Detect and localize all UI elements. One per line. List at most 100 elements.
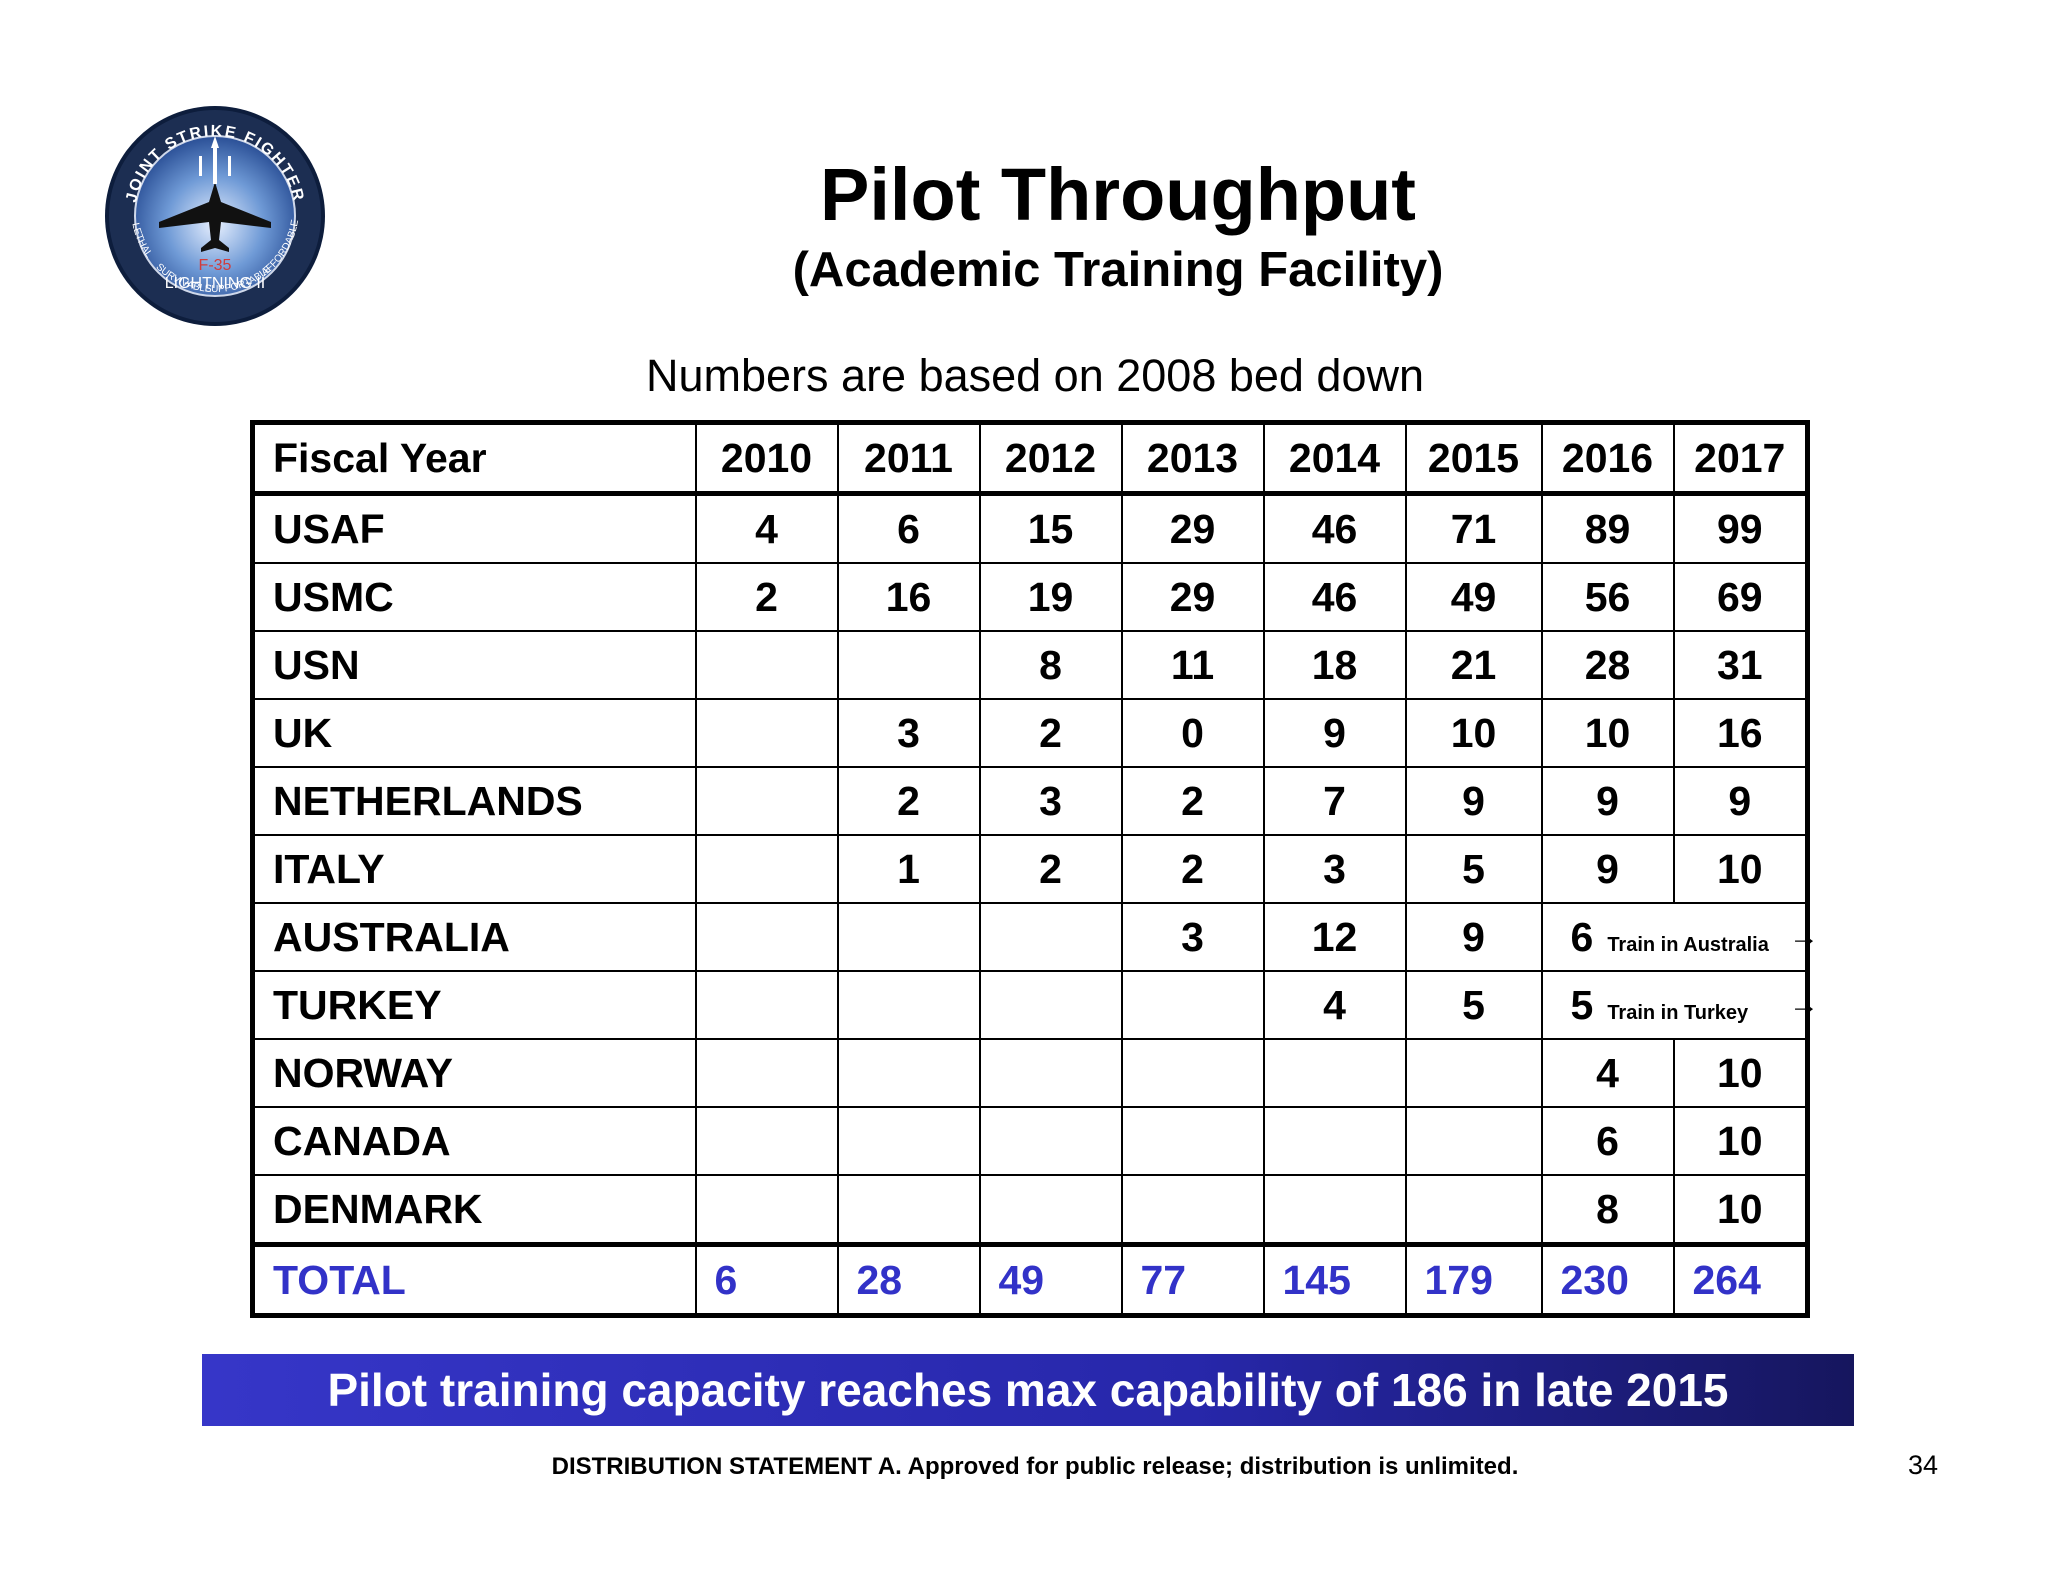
- table-cell: 15: [978, 492, 1123, 564]
- table-cell: 9: [1262, 698, 1407, 768]
- table-cell: 10: [1672, 1174, 1809, 1246]
- table-row: AUSTRALIA 3 12 9 6 Train in Australia →: [251, 902, 1819, 972]
- trident-icon: [199, 136, 231, 184]
- table-cell: 56: [1540, 562, 1675, 632]
- table-cell: 46: [1262, 492, 1407, 564]
- row-label: AUSTRALIA: [251, 902, 697, 972]
- total-cell: 49: [978, 1242, 1123, 1317]
- table-row: USN 8 11 18 21 28 31: [251, 630, 1809, 700]
- table-cell: [978, 1106, 1123, 1176]
- row-label: USAF: [251, 492, 697, 564]
- table-cell: 9: [1404, 766, 1543, 836]
- total-cell: 6: [694, 1242, 839, 1317]
- span-note: Train in Australia: [1607, 933, 1769, 956]
- span-note: Train in Turkey: [1607, 1001, 1749, 1024]
- arrow-right-icon: →: [1789, 988, 1819, 1021]
- header-year-2011: 2011: [836, 421, 981, 496]
- table-row: DENMARK 8 10: [251, 1174, 1809, 1246]
- table-cell: 9: [1672, 766, 1809, 836]
- table-cell: 3: [1120, 902, 1265, 972]
- table-cell: 71: [1404, 492, 1543, 564]
- row-label: DENMARK: [251, 1174, 697, 1246]
- table-cell: 28: [1540, 630, 1675, 700]
- table-cell: [836, 970, 981, 1040]
- table-cell: 1: [836, 834, 981, 904]
- table-cell: 69: [1672, 562, 1809, 632]
- total-cell: 230: [1540, 1242, 1675, 1317]
- row-label: USN: [251, 630, 697, 700]
- total-cell: 179: [1404, 1242, 1543, 1317]
- table-cell: [1120, 1038, 1265, 1108]
- header-year-2013: 2013: [1120, 421, 1265, 496]
- table-cell: 0: [1120, 698, 1265, 768]
- table-cell: [836, 1038, 981, 1108]
- table-cell: 2: [836, 766, 981, 836]
- row-label: ITALY: [251, 834, 697, 904]
- table-cell: 11: [1120, 630, 1265, 700]
- table-cell: [694, 698, 839, 768]
- table-cell: [836, 1106, 981, 1176]
- table-row: CANADA 6 10: [251, 1106, 1809, 1176]
- span-cell: 6 Train in Australia →: [1540, 902, 1819, 972]
- header-year-2016: 2016: [1540, 421, 1675, 496]
- table-cell: 46: [1262, 562, 1407, 632]
- table-cell: [1404, 1174, 1543, 1246]
- table-cell: 3: [978, 766, 1123, 836]
- table-cell: 2: [978, 834, 1123, 904]
- table-row: USMC 2 16 19 29 46 49 56 69: [251, 562, 1809, 632]
- table-cell: [694, 1174, 839, 1246]
- total-cell: 145: [1262, 1242, 1407, 1317]
- capacity-banner: Pilot training capacity reaches max capa…: [202, 1354, 1854, 1426]
- table-cell: 10: [1404, 698, 1543, 768]
- table-cell: [1120, 970, 1265, 1040]
- table-cell: [694, 1038, 839, 1108]
- table-cell: 18: [1262, 630, 1407, 700]
- table-cell: 5: [1404, 834, 1543, 904]
- table-cell: [836, 902, 981, 972]
- table-cell: 89: [1540, 492, 1675, 564]
- table-cell: 9: [1540, 834, 1675, 904]
- table-cell: [694, 902, 839, 972]
- table-cell: 4: [1262, 970, 1407, 1040]
- table-cell: [978, 1174, 1123, 1246]
- row-label: USMC: [251, 562, 697, 632]
- table-cell: [1262, 1174, 1407, 1246]
- table-cell: 3: [1262, 834, 1407, 904]
- table-cell: 49: [1404, 562, 1543, 632]
- pilot-throughput-table: Fiscal Year 2010 2011 2012 2013 2014 2015 2016 2…: [250, 420, 1819, 1318]
- table-cell: [1262, 1106, 1407, 1176]
- header-year-2012: 2012: [978, 421, 1123, 496]
- table-row: TURKEY 4 5 5 Train in Turkey →: [251, 970, 1819, 1040]
- span-cell: 5 Train in Turkey →: [1540, 970, 1819, 1040]
- table-cell: 9: [1540, 766, 1675, 836]
- header-year-2010: 2010: [694, 421, 839, 496]
- table-cell: 12: [1262, 902, 1407, 972]
- table-cell: 4: [1540, 1038, 1675, 1108]
- span-value: 5: [1570, 981, 1594, 1028]
- total-label: TOTAL: [251, 1242, 697, 1317]
- table-cell: [836, 1174, 981, 1246]
- table-row: ITALY 1 2 2 3 5 9 10: [251, 834, 1809, 904]
- table-cell: [1404, 1106, 1543, 1176]
- table-cell: 5: [1404, 970, 1543, 1040]
- table-cell: [694, 630, 839, 700]
- table-cell: [694, 1106, 839, 1176]
- page-number: 34: [1908, 1450, 1939, 1480]
- table-cell: 10: [1672, 1106, 1809, 1176]
- header-fiscal-year: Fiscal Year: [251, 421, 697, 496]
- table-cell: 4: [694, 492, 839, 564]
- logo-model: F-35: [199, 257, 232, 274]
- table-cell: 2: [694, 562, 839, 632]
- table-cell: 31: [1672, 630, 1809, 700]
- table-cell: [978, 970, 1123, 1040]
- logo-name: LIGHTNING II: [165, 275, 265, 292]
- page-subtitle: (Academic Training Facility): [792, 243, 1444, 297]
- page-title: Pilot Throughput: [820, 153, 1416, 236]
- table-cell: 29: [1120, 492, 1265, 564]
- header-year-2014: 2014: [1262, 421, 1407, 496]
- row-label: NORWAY: [251, 1038, 697, 1108]
- header-year-2015: 2015: [1404, 421, 1543, 496]
- table-cell: 7: [1262, 766, 1407, 836]
- table-cell: 6: [836, 492, 981, 564]
- span-value: 6: [1570, 913, 1594, 960]
